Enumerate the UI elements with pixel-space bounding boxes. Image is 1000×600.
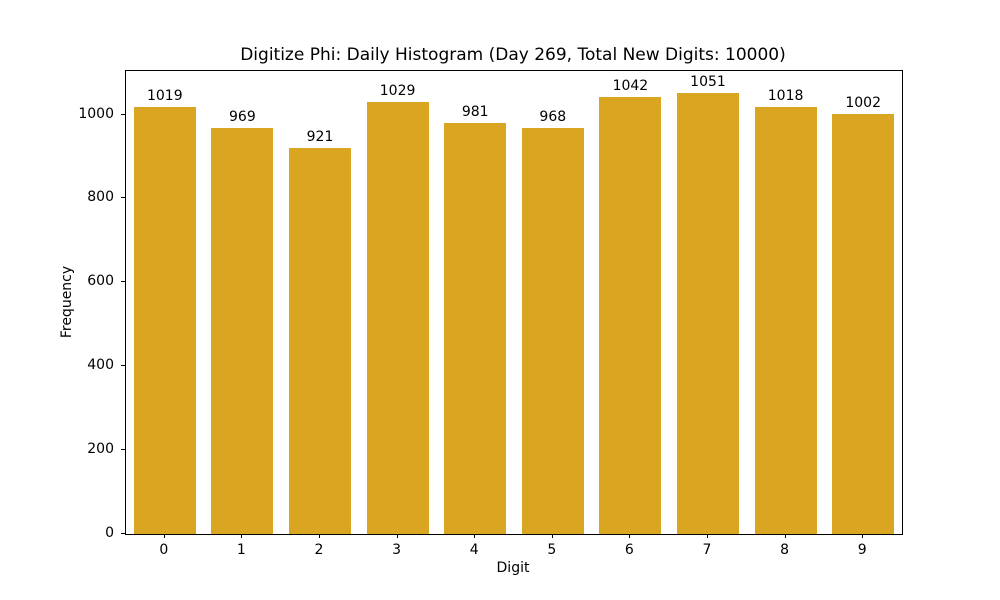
bar-digit-7: [676, 93, 740, 534]
bar-value-label: 968: [539, 109, 567, 126]
y-tick-mark: [121, 533, 125, 534]
x-tick-label: 5: [547, 542, 557, 558]
bar-digit-9: [832, 113, 895, 534]
y-tick-label: 400: [87, 357, 114, 374]
x-tick-mark: [319, 534, 320, 538]
bar-digit-4: [444, 122, 507, 534]
bar-digit-0: [133, 106, 196, 534]
x-tick-label: 2: [314, 542, 324, 558]
bar-value-label: 1018: [767, 88, 804, 105]
bar-value-label: 1029: [379, 83, 416, 100]
x-tick-label: 3: [392, 542, 402, 558]
x-tick-mark: [474, 534, 476, 538]
bar-value-label: 981: [461, 103, 489, 120]
bar-digit-1: [211, 127, 274, 534]
x-tick-label: 8: [780, 542, 790, 558]
y-tick-mark: [121, 449, 125, 451]
x-tick-mark: [241, 534, 243, 538]
y-tick-label: 200: [87, 441, 114, 458]
bar-digit-3: [366, 102, 429, 534]
bar-value-label: 969: [229, 108, 256, 125]
plot-area: 1019 969 921 1029 981 968 1042 1051 1018 1002: [125, 70, 903, 535]
bar-digit-2: [288, 147, 352, 534]
x-tick-mark: [784, 534, 786, 538]
x-tick-mark: [163, 534, 165, 538]
x-tick-mark: [551, 534, 553, 538]
bar-digit-8: [754, 107, 817, 534]
bar-digit-6: [599, 97, 662, 534]
x-tick-label: 4: [469, 542, 479, 558]
y-tick-mark: [121, 365, 125, 367]
y-tick-mark: [121, 281, 125, 283]
x-tick-mark: [707, 534, 708, 538]
x-tick-label: 1: [236, 542, 246, 558]
y-tick-label: 600: [87, 273, 114, 290]
x-tick-label: 6: [624, 542, 634, 558]
y-tick-mark: [121, 113, 125, 115]
bar-value-label: 1051: [690, 74, 726, 91]
y-tick-mark: [121, 197, 125, 199]
bar-value-label: 1002: [845, 94, 882, 111]
bar-value-label: 1042: [612, 78, 649, 95]
y-tick-label: 1000: [78, 105, 114, 122]
x-tick-mark: [396, 534, 398, 538]
x-tick-label: 9: [857, 542, 867, 558]
x-tick-label: 0: [159, 542, 169, 558]
bar-value-label: 921: [306, 128, 334, 145]
chart-title: Digitize Phi: Daily Histogram (Day 269, …: [240, 45, 786, 65]
bar-digit-5: [521, 128, 584, 534]
x-axis-label: Digit: [496, 560, 530, 576]
y-tick-label: 0: [105, 525, 114, 541]
y-tick-label: 800: [87, 189, 114, 206]
x-tick-mark: [862, 534, 864, 538]
x-tick-mark: [629, 534, 631, 538]
x-tick-label: 7: [702, 542, 712, 558]
bar-value-label: 1019: [146, 87, 183, 104]
